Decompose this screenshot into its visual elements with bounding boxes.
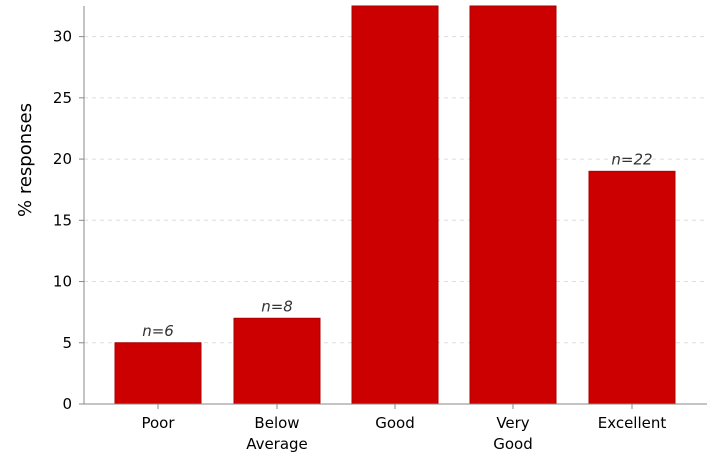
- x-tick-label: Very: [496, 414, 529, 432]
- y-axis-title: % responses: [15, 103, 36, 217]
- axis-layer: % responses 0 5 10 15 20 25 30 Poor Below Average…: [15, 6, 707, 453]
- y-tick-label: 15: [53, 211, 72, 229]
- x-tick-label: Poor: [141, 414, 175, 432]
- y-tick-label: 20: [53, 150, 72, 168]
- y-tick-label: 30: [53, 28, 72, 46]
- y-tick-label: 25: [53, 89, 72, 107]
- bar: [233, 317, 321, 405]
- x-tick-label: Good: [493, 435, 533, 453]
- x-tick-label: Average: [246, 435, 308, 453]
- bar-data-label: n=6: [142, 322, 174, 340]
- y-tick-label: 0: [62, 395, 72, 413]
- y-tick-label: 5: [62, 334, 72, 352]
- bar: [588, 170, 676, 405]
- bar: [469, 5, 557, 405]
- x-tick-label: Good: [375, 414, 415, 432]
- x-tick-label: Excellent: [598, 414, 667, 432]
- y-tick-label: 10: [53, 273, 72, 291]
- bar-data-label: n=8: [261, 297, 293, 315]
- bar: [114, 342, 202, 405]
- bar: [351, 5, 439, 405]
- bar-data-label: n=22: [611, 150, 652, 168]
- labels-layer: n=6 n=8 n=22: [142, 150, 652, 339]
- x-tick-label: Below: [254, 414, 299, 432]
- bars-layer: [114, 5, 676, 405]
